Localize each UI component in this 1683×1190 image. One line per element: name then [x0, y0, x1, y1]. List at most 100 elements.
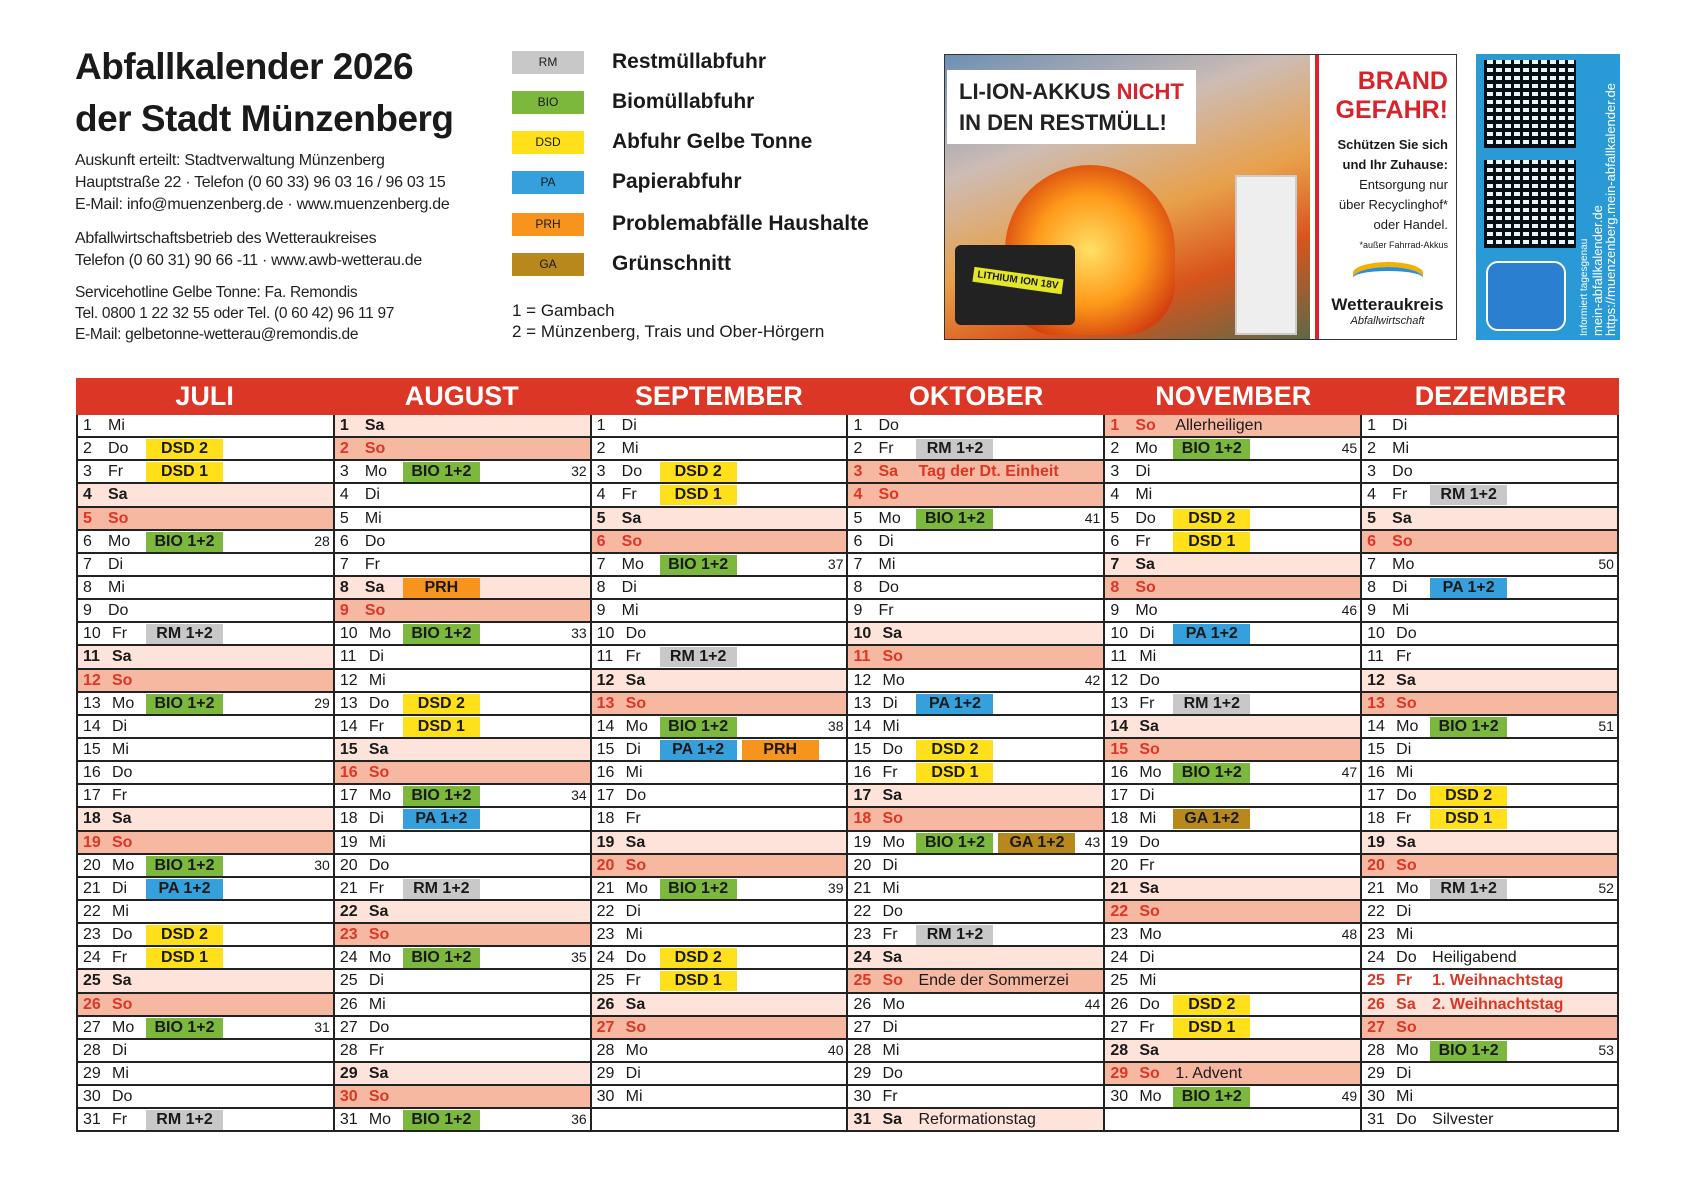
weekday: Do — [625, 787, 647, 805]
contact-remondis: Servicehotline Gelbe Tonne: Fa. Remondis… — [75, 282, 394, 345]
day-row: 13 Do DSD 2 — [334, 693, 590, 716]
week-number: 44 — [1084, 995, 1101, 1012]
day-number: 13 — [1110, 694, 1129, 712]
legend-swatch: BIO — [512, 90, 584, 114]
pickup-badge-rm: RM 1+2 — [659, 647, 737, 668]
weekday: Mi — [1396, 926, 1414, 944]
day-row: 11 Di — [334, 646, 590, 670]
logo-name: Wetteraukreis — [1331, 295, 1444, 314]
weekday: Do — [1396, 1111, 1417, 1129]
day-row: 16 So — [334, 762, 590, 786]
weekday: Mi — [1396, 1088, 1414, 1106]
pickup-badge-dsd: DSD 2 — [1173, 508, 1251, 529]
day-row: 4 So — [848, 484, 1104, 508]
weekday: Fr — [878, 440, 894, 458]
day-number: 6 — [596, 532, 606, 550]
day-row: 2 So — [334, 438, 590, 462]
month-title: SEPTEMBER — [634, 381, 803, 411]
day-row: 6 So — [1362, 530, 1617, 554]
day-row: 16 Fr DSD 1 — [848, 762, 1104, 786]
day-row: 19 Sa — [591, 831, 847, 855]
weekday: Do — [1139, 995, 1160, 1013]
day-number: 2 — [1367, 440, 1377, 458]
banner-text: IN DEN RESTMÜLL! — [959, 110, 1167, 135]
day-number: 2 — [853, 440, 863, 458]
weekday: Mi — [625, 764, 643, 782]
logo-sub: Abfallwirtschaft — [1350, 315, 1425, 327]
day-number: 16 — [1110, 764, 1129, 782]
holiday-note: Allerheiligen — [1175, 417, 1263, 434]
day-number: 22 — [1110, 902, 1129, 920]
day-number: 5 — [83, 509, 92, 527]
day-number: 29 — [1367, 1064, 1385, 1082]
day-row: 17 Fr — [78, 785, 333, 809]
banner-text: LI-ION-AKKUS — [959, 79, 1117, 104]
weekday: So — [621, 532, 643, 550]
day-row: 2 Mi — [591, 438, 847, 462]
day-number: 25 — [83, 972, 101, 990]
day-number: 14 — [596, 717, 615, 735]
weekday: So — [882, 972, 903, 990]
week-number: 52 — [1598, 879, 1614, 896]
day-number: 26 — [339, 995, 358, 1013]
day-number: 14 — [853, 717, 872, 735]
weekday: Sa — [1392, 509, 1412, 527]
day-row — [591, 1109, 847, 1133]
weekday: Fr — [1392, 486, 1408, 504]
day-row: 27 So — [1362, 1016, 1617, 1040]
day-number: 16 — [1367, 764, 1385, 782]
day-row: 27 Di — [848, 1017, 1104, 1040]
day-number: 11 — [339, 648, 357, 666]
weekday: Sa — [1135, 555, 1155, 573]
day-number: 9 — [339, 602, 349, 620]
weekday: Fr — [882, 764, 898, 782]
day-number: 25 — [1367, 972, 1385, 990]
qr-code-icon[interactable] — [1484, 160, 1576, 248]
weekday: So — [625, 856, 647, 874]
info-line: Servicehotline Gelbe Tonne: Fa. Remondis — [75, 284, 358, 301]
day-row: 20 So — [591, 854, 847, 878]
day-number: 20 — [1367, 856, 1385, 874]
day-row: 3 Fr DSD 1 — [78, 461, 333, 485]
week-number: 39 — [827, 879, 844, 896]
weekday: So — [1396, 856, 1417, 874]
legend-swatch: PA — [512, 170, 584, 194]
pickup-badge-dsd: DSD 2 — [916, 739, 994, 760]
weekday: Mo — [625, 717, 648, 735]
day-row: 9 Do — [78, 600, 333, 624]
day-row: 14 Sa — [1105, 715, 1361, 739]
day-row: 4 Fr RM 1+2 — [1362, 484, 1617, 508]
day-row: 31 Sa Reformationstag — [848, 1109, 1104, 1133]
weekday: Sa — [882, 949, 903, 967]
day-number: 24 — [596, 949, 615, 967]
day-number: 14 — [339, 717, 358, 735]
month-column: 1 So Allerheiligen 2 Mo BIO 1+2 45 3 Di 4 Mi 5 Do DSD… — [1105, 415, 1363, 1133]
day-number: 8 — [1367, 578, 1377, 596]
day-row: 21 Mi — [848, 878, 1104, 901]
day-row: 1 Sa — [334, 415, 590, 439]
day-row: 20 Di — [848, 855, 1104, 878]
month-title: JULI — [175, 381, 234, 411]
weekday: Mo — [1396, 879, 1419, 897]
day-number: 28 — [83, 1041, 101, 1059]
pickup-badge-prh: PRH — [402, 577, 480, 598]
day-row — [1105, 1109, 1361, 1133]
weekday: Mo — [368, 625, 392, 643]
day-row: 5 Mo BIO 1+2 41 — [848, 508, 1104, 531]
day-number: 16 — [339, 764, 358, 782]
qr-url[interactable]: https://muenzenberg.mein-abfallkalender.… — [1603, 83, 1618, 336]
weekday: Mi — [625, 926, 643, 944]
day-number: 13 — [596, 694, 615, 712]
pickup-badge-bio: BIO 1+2 — [146, 531, 223, 552]
day-number: 13 — [1367, 694, 1385, 712]
day-row: 2 Mi — [1362, 438, 1617, 462]
qr-code-icon[interactable] — [1484, 60, 1576, 148]
pickup-badge-rm: RM 1+2 — [1430, 878, 1508, 899]
day-number: 3 — [1110, 463, 1120, 481]
holiday-note: 2. Weihnachtstag — [1432, 995, 1564, 1013]
day-row: 12 So — [78, 669, 333, 693]
weekday: Di — [621, 578, 637, 596]
weekday: Sa — [1139, 879, 1159, 897]
weekday: Di — [882, 694, 898, 712]
day-row: 17 Di — [1105, 785, 1361, 809]
